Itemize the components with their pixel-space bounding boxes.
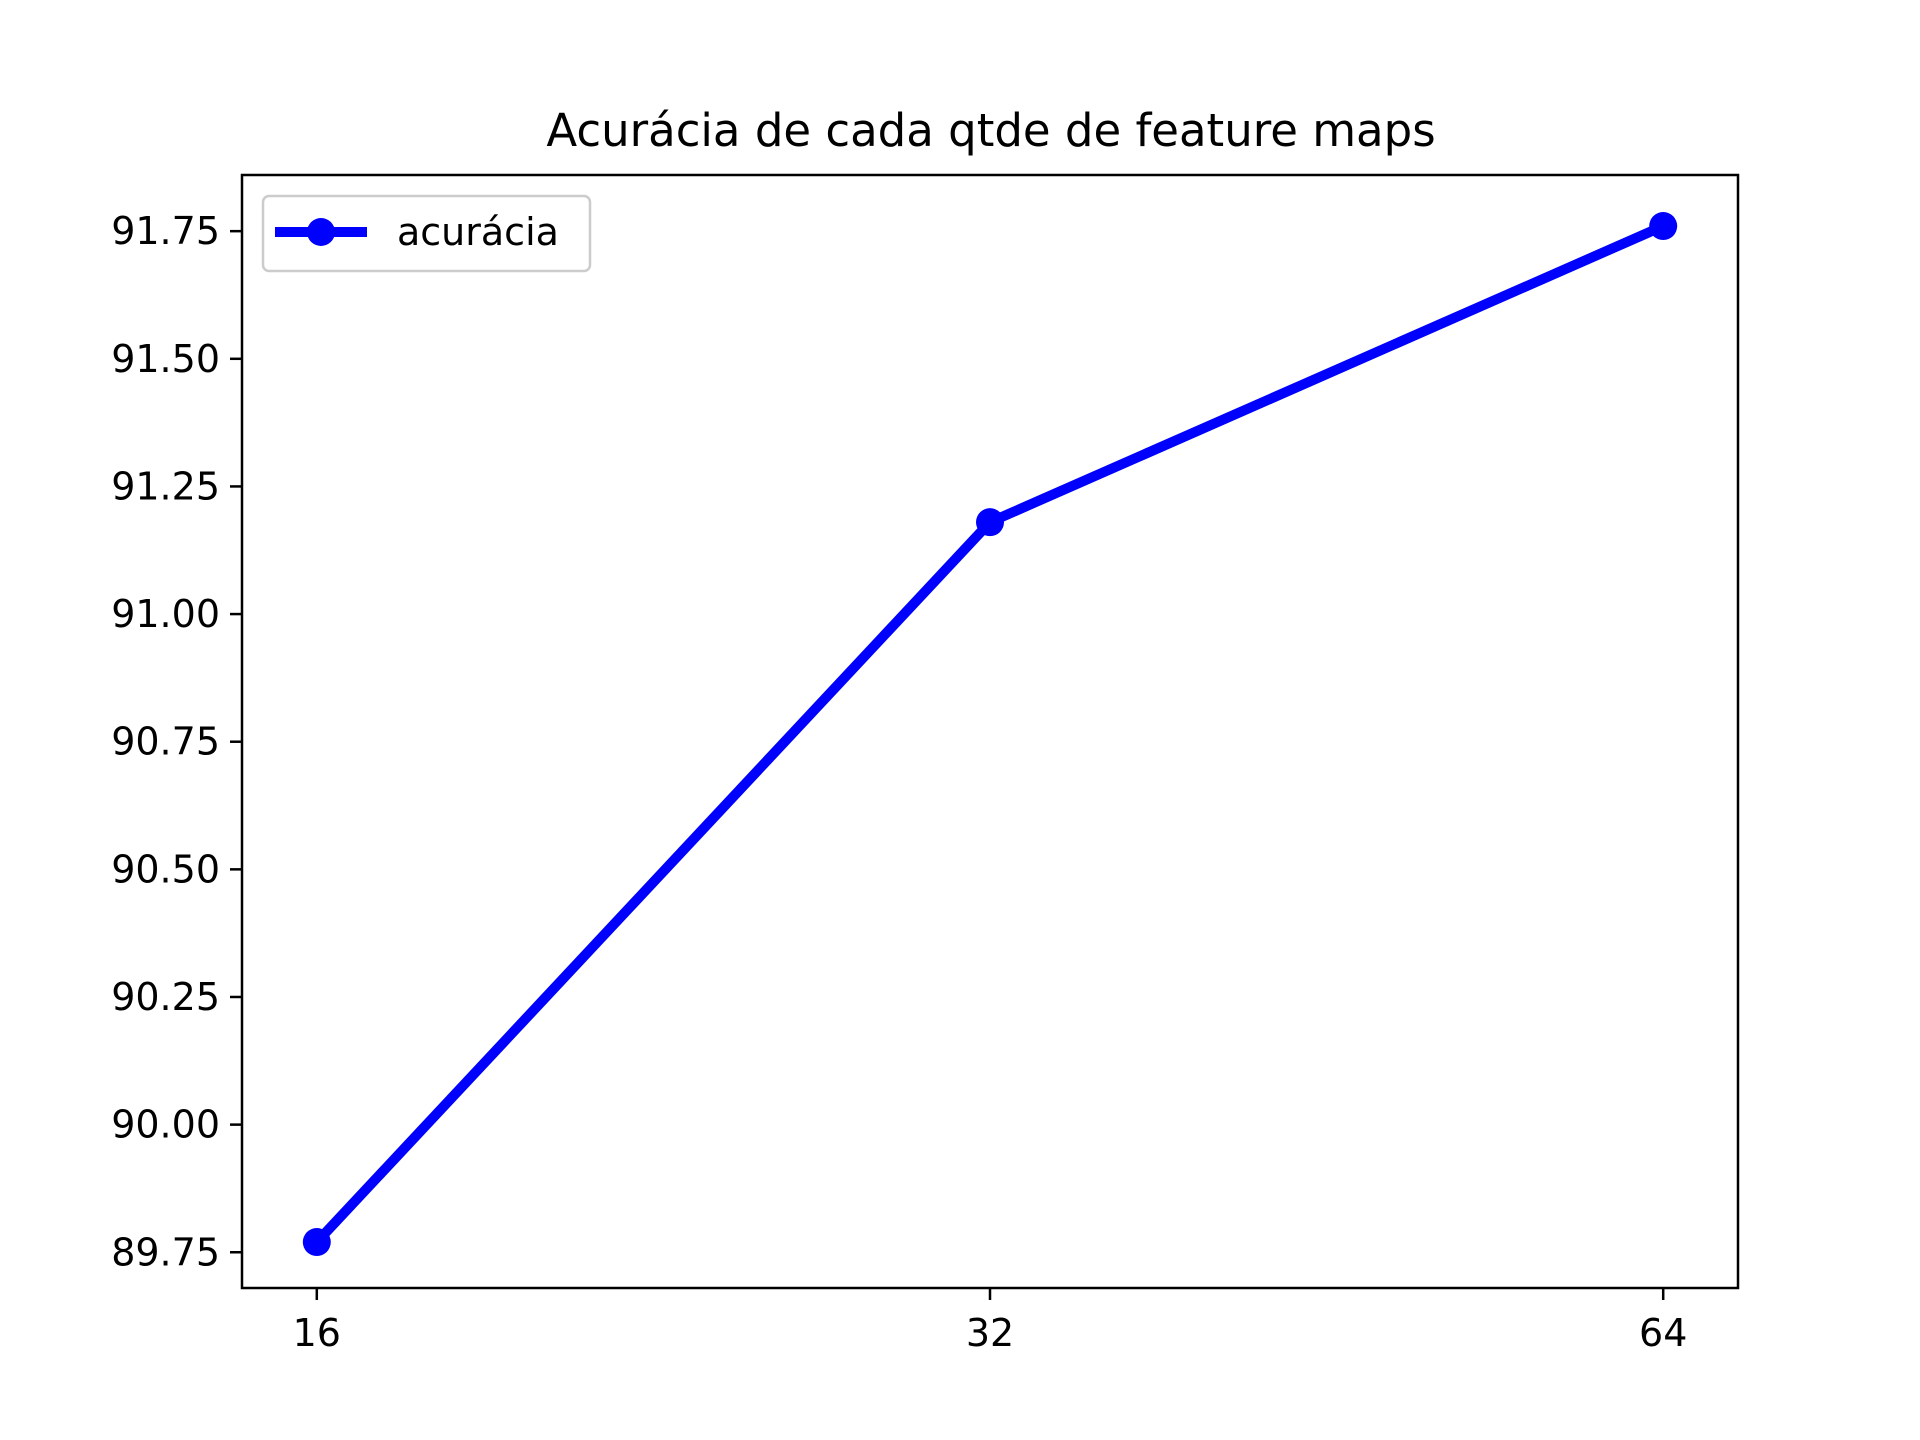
y-tick-label: 89.75 — [111, 1230, 220, 1274]
y-tick-label: 91.25 — [111, 464, 220, 508]
x-tick-label: 64 — [1639, 1311, 1687, 1355]
y-tick-label: 90.00 — [111, 1103, 220, 1147]
chart-title: Acurácia de cada qtde de feature maps — [546, 104, 1435, 157]
series-layer — [302, 212, 1678, 1257]
legend-label: acurácia — [397, 210, 559, 254]
y-tick-label: 91.75 — [111, 209, 220, 253]
y-tick-label: 90.25 — [111, 975, 220, 1019]
data-point — [1649, 212, 1678, 241]
y-tick-label: 91.00 — [111, 592, 220, 636]
y-axis: 89.75 90.00 90.25 90.50 90.75 91.00 91.25 91.50… — [111, 209, 242, 1274]
plot-frame — [240, 173, 1740, 1290]
x-tick-label: 16 — [293, 1311, 341, 1355]
legend-swatch-marker — [307, 218, 335, 246]
y-tick-label: 90.75 — [111, 720, 220, 764]
data-point — [302, 1228, 331, 1257]
y-tick-label: 91.50 — [111, 337, 220, 381]
legend-box — [261, 194, 592, 273]
legend: acurácia — [261, 194, 592, 273]
y-tick-label: 90.50 — [111, 847, 220, 891]
x-axis: 16 32 64 — [293, 1288, 1687, 1355]
x-tick-label: 32 — [966, 1311, 1014, 1355]
data-point — [976, 508, 1004, 537]
